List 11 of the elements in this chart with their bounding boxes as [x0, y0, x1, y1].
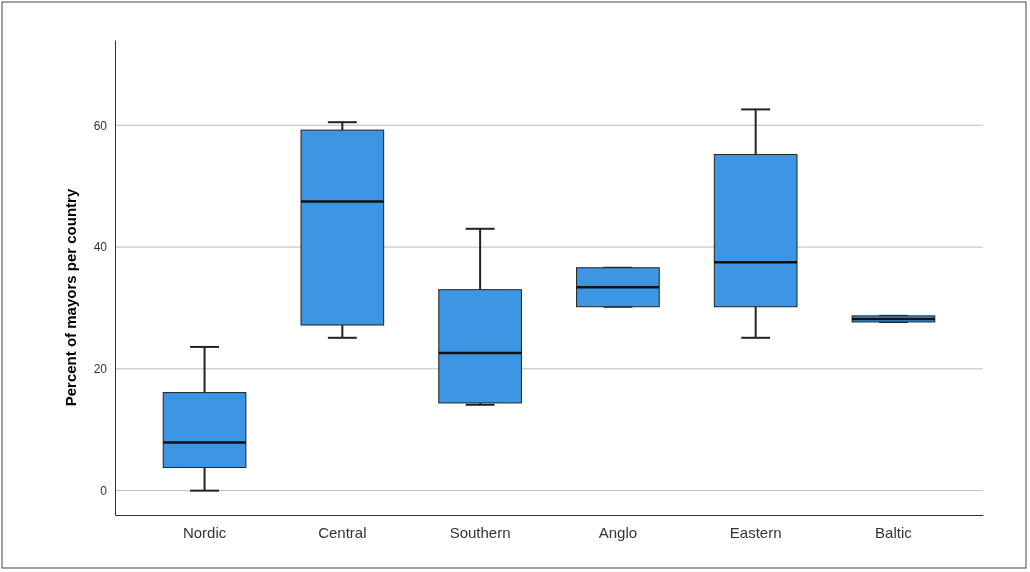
x-tick-label: Eastern: [729, 523, 782, 541]
y-tick-label: 20: [93, 362, 108, 377]
y-tick-label: 0: [100, 483, 108, 498]
y-axis-title: Percent of mayors per country: [62, 188, 79, 407]
x-tick-label: Baltic: [875, 523, 913, 541]
y-tick-label: 40: [93, 240, 108, 255]
x-tick-label: Southern: [449, 523, 511, 541]
x-tick-label: Anglo: [598, 523, 638, 541]
x-tick-label: Nordic: [182, 523, 227, 541]
y-tick-label: 60: [93, 118, 108, 133]
x-tick-label: Central: [318, 523, 367, 541]
